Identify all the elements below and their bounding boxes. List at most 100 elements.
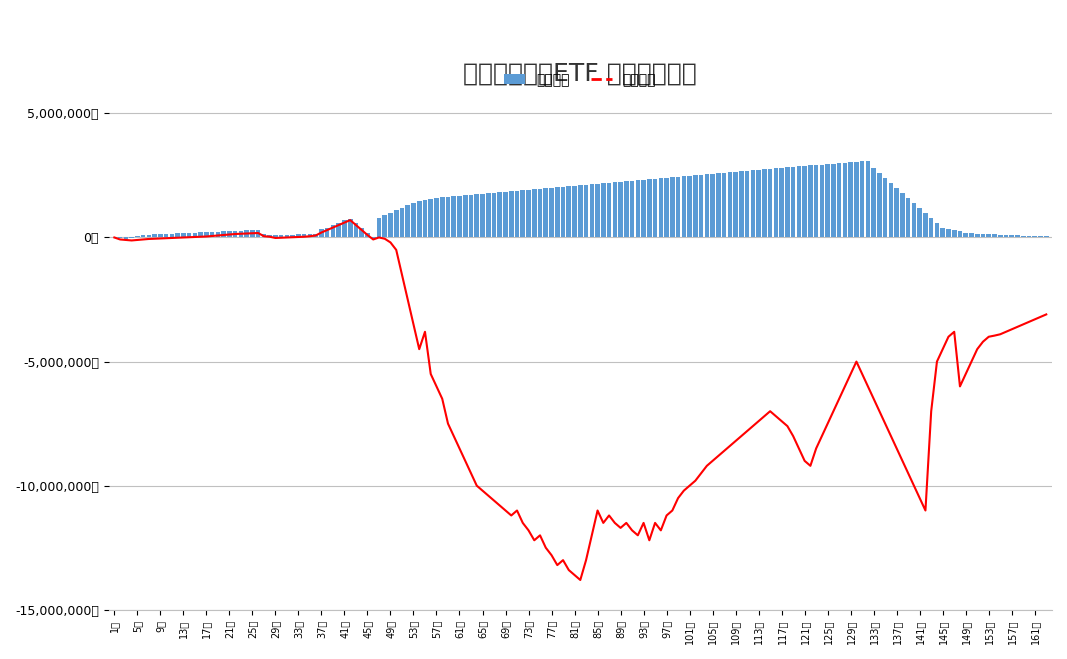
Bar	[653, 179, 657, 237]
Bar	[543, 188, 548, 237]
Title: トライオートETF 週別運用実績: トライオートETF 週別運用実績	[463, 61, 697, 85]
Line: 評価損益: 評価損益	[114, 220, 1047, 580]
Bar	[578, 185, 583, 237]
Bar	[618, 182, 623, 237]
Bar	[865, 161, 871, 237]
Bar	[802, 166, 807, 237]
Bar	[682, 177, 686, 237]
Bar	[256, 230, 260, 237]
Bar	[745, 171, 749, 237]
評価損益	[344, 216, 356, 224]
Bar	[986, 234, 991, 237]
Bar	[164, 234, 169, 237]
Bar	[969, 233, 974, 237]
Bar	[1026, 236, 1032, 237]
Bar	[901, 193, 905, 237]
Bar	[728, 173, 732, 237]
Bar	[227, 231, 232, 237]
Bar	[278, 235, 284, 237]
Bar	[889, 183, 893, 237]
Bar	[475, 194, 479, 237]
Bar	[440, 197, 445, 237]
Bar	[1044, 236, 1049, 237]
Bar	[521, 190, 525, 237]
Bar	[721, 173, 727, 237]
Bar	[612, 183, 617, 237]
Bar	[819, 165, 824, 237]
Bar	[757, 170, 761, 237]
Bar	[854, 161, 859, 237]
Bar	[514, 191, 520, 237]
Bar	[336, 223, 341, 237]
Bar	[940, 227, 945, 237]
Bar	[785, 167, 790, 237]
Bar	[843, 163, 847, 237]
Bar	[250, 230, 255, 237]
Bar	[187, 233, 191, 237]
Bar	[550, 188, 554, 237]
Bar	[1004, 235, 1008, 237]
Bar	[981, 234, 985, 237]
評価損益	[108, 233, 121, 241]
Bar	[216, 231, 220, 237]
Bar	[1038, 236, 1042, 237]
Bar	[665, 178, 669, 237]
Bar	[360, 227, 364, 237]
Bar	[894, 188, 899, 237]
Bar	[198, 232, 203, 237]
Bar	[848, 162, 853, 237]
Bar	[699, 175, 703, 237]
Bar	[532, 189, 537, 237]
Bar	[762, 169, 767, 237]
評価損益	[798, 457, 811, 465]
Bar	[860, 161, 864, 237]
評価損益	[534, 531, 546, 539]
Bar	[509, 191, 513, 237]
Bar	[221, 231, 226, 237]
Bar	[911, 203, 917, 237]
Bar	[1021, 236, 1025, 237]
Bar	[405, 205, 410, 237]
Bar	[244, 230, 249, 237]
評価損益	[983, 333, 996, 341]
Bar	[261, 234, 266, 237]
Bar	[348, 219, 352, 237]
Bar	[739, 171, 744, 237]
Bar	[324, 227, 330, 237]
Bar	[935, 223, 939, 237]
Bar	[307, 234, 313, 237]
Bar	[485, 193, 491, 237]
Bar	[814, 165, 818, 237]
Bar	[595, 184, 600, 237]
Bar	[429, 199, 433, 237]
Bar	[658, 179, 663, 237]
Bar	[1015, 235, 1020, 237]
Bar	[175, 233, 180, 237]
Bar	[204, 232, 209, 237]
Bar	[601, 183, 606, 237]
Bar	[382, 215, 387, 237]
Bar	[314, 234, 318, 237]
Bar	[589, 185, 594, 237]
Bar	[918, 208, 922, 237]
Bar	[285, 235, 289, 237]
Bar	[975, 233, 980, 237]
Bar	[158, 234, 162, 237]
Bar	[526, 190, 530, 237]
Bar	[1033, 236, 1037, 237]
Bar	[750, 171, 755, 237]
Bar	[146, 235, 152, 237]
Bar	[268, 235, 272, 237]
Bar	[607, 183, 611, 237]
Bar	[141, 235, 145, 237]
Bar	[837, 163, 842, 237]
Bar	[297, 235, 301, 237]
Bar	[117, 237, 123, 238]
Bar	[388, 213, 393, 237]
Bar	[343, 220, 347, 237]
Bar	[952, 230, 956, 237]
Bar	[694, 175, 698, 237]
Bar	[555, 187, 559, 237]
Bar	[480, 194, 484, 237]
Bar	[906, 198, 910, 237]
